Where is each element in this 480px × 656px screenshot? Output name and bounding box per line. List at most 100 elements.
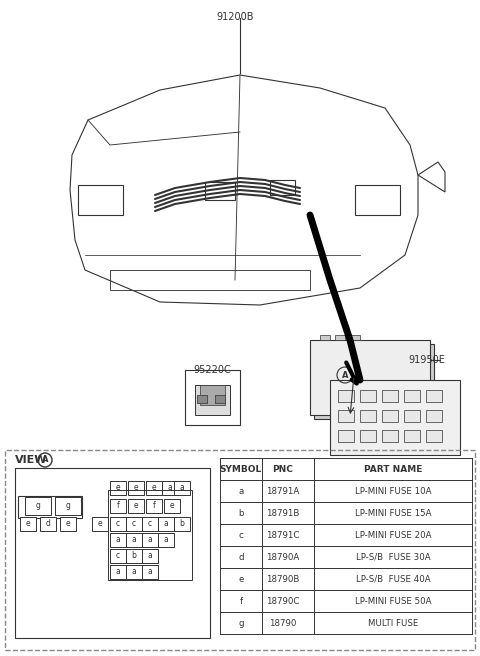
Bar	[128, 499, 144, 513]
Bar	[197, 395, 207, 403]
Text: a: a	[239, 487, 244, 495]
Bar	[25, 497, 51, 515]
Text: 91200B: 91200B	[216, 12, 254, 22]
Bar	[310, 340, 430, 415]
Text: 18791A: 18791A	[266, 487, 300, 495]
Text: 18790C: 18790C	[266, 596, 300, 605]
Text: A: A	[342, 371, 348, 380]
Bar	[360, 390, 376, 402]
Bar	[197, 395, 207, 403]
Text: f: f	[153, 501, 156, 510]
Bar	[426, 410, 442, 422]
Bar	[40, 517, 56, 531]
Text: a: a	[116, 535, 120, 544]
Bar	[162, 481, 178, 495]
Text: g: g	[238, 619, 244, 628]
Text: 18791B: 18791B	[266, 508, 300, 518]
Text: A: A	[42, 455, 48, 464]
Bar	[426, 390, 442, 402]
Bar	[338, 430, 354, 442]
Text: LP-S/B  FUSE 40A: LP-S/B FUSE 40A	[356, 575, 430, 583]
Bar	[15, 468, 210, 638]
Text: c: c	[132, 520, 136, 529]
Bar	[382, 430, 398, 442]
Bar	[142, 549, 158, 563]
Bar	[110, 533, 126, 547]
Text: f: f	[240, 596, 242, 605]
Bar	[110, 481, 126, 495]
Text: a: a	[148, 552, 152, 560]
Text: 91950E: 91950E	[408, 355, 445, 365]
Text: c: c	[148, 520, 152, 529]
Text: 18790A: 18790A	[266, 552, 300, 562]
Bar	[146, 499, 162, 513]
Bar	[5, 450, 475, 650]
Bar	[215, 395, 225, 403]
Text: VIEW: VIEW	[15, 455, 48, 465]
Text: 18790: 18790	[269, 619, 297, 628]
Bar	[126, 549, 142, 563]
Bar	[60, 517, 76, 531]
Bar	[200, 385, 225, 405]
Text: b: b	[238, 508, 244, 518]
Text: PNC: PNC	[273, 464, 293, 474]
Bar	[174, 481, 190, 495]
Bar	[215, 395, 225, 403]
Bar	[128, 481, 144, 495]
Text: g: g	[36, 501, 40, 510]
Text: LP-MINI FUSE 10A: LP-MINI FUSE 10A	[355, 487, 431, 495]
Bar	[142, 565, 158, 579]
Text: g: g	[66, 501, 71, 510]
Bar	[195, 385, 230, 415]
Bar	[404, 410, 420, 422]
Bar	[158, 533, 174, 547]
Text: e: e	[26, 520, 30, 529]
Bar	[55, 497, 81, 515]
Text: MULTI FUSE: MULTI FUSE	[368, 619, 418, 628]
Text: e: e	[134, 501, 138, 510]
Bar	[338, 390, 354, 402]
Text: e: e	[238, 575, 244, 583]
Bar	[382, 390, 398, 402]
Bar	[338, 410, 354, 422]
Bar	[382, 410, 398, 422]
Bar	[330, 380, 460, 455]
Bar	[110, 499, 126, 513]
Bar	[320, 335, 330, 340]
Text: PART NAME: PART NAME	[364, 464, 422, 474]
Text: e: e	[134, 483, 138, 493]
Text: a: a	[168, 483, 172, 493]
Text: c: c	[116, 520, 120, 529]
Text: b: b	[180, 520, 184, 529]
Bar	[360, 430, 376, 442]
Text: a: a	[148, 535, 152, 544]
Bar	[426, 430, 442, 442]
Text: 18791C: 18791C	[266, 531, 300, 539]
Bar	[110, 517, 126, 531]
Bar	[142, 517, 158, 531]
Text: LP-MINI FUSE 50A: LP-MINI FUSE 50A	[355, 596, 431, 605]
Bar	[110, 565, 126, 579]
Text: 18790B: 18790B	[266, 575, 300, 583]
Text: a: a	[116, 567, 120, 577]
Bar	[335, 335, 345, 340]
Text: a: a	[164, 535, 168, 544]
Text: f: f	[117, 501, 120, 510]
Bar	[350, 335, 360, 340]
Text: e: e	[66, 520, 70, 529]
Bar	[126, 517, 142, 531]
Bar	[404, 430, 420, 442]
Bar	[164, 499, 180, 513]
Bar	[355, 185, 400, 215]
Text: d: d	[238, 552, 244, 562]
Text: LP-MINI FUSE 20A: LP-MINI FUSE 20A	[355, 531, 431, 539]
Text: a: a	[132, 535, 136, 544]
Text: SYMBOL: SYMBOL	[220, 464, 262, 474]
Text: e: e	[152, 483, 156, 493]
Bar	[142, 533, 158, 547]
Bar	[110, 270, 310, 290]
Bar	[92, 517, 108, 531]
Text: LP-S/B  FUSE 30A: LP-S/B FUSE 30A	[356, 552, 430, 562]
Bar	[78, 185, 123, 215]
Text: a: a	[148, 567, 152, 577]
